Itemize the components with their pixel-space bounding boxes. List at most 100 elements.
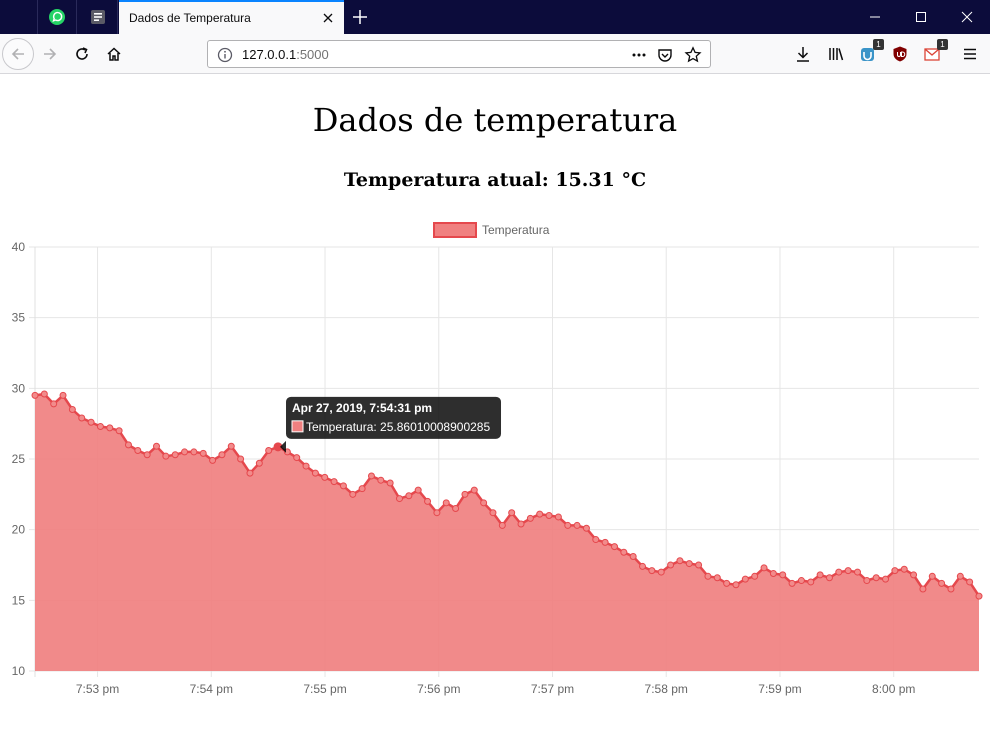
maximize-button[interactable] [898, 0, 944, 34]
download-icon [797, 47, 809, 62]
star-icon[interactable] [684, 46, 702, 64]
data-point [545, 512, 553, 520]
data-point [695, 561, 703, 569]
ublock-icon [893, 46, 907, 62]
data-point [536, 510, 544, 518]
tab-strip: Dados de Temperatura [0, 0, 990, 34]
data-point [115, 427, 123, 435]
minimize-button[interactable] [852, 0, 898, 34]
maximize-icon [916, 12, 926, 22]
y-tick-label: 15 [12, 593, 26, 607]
pocket-icon[interactable] [656, 46, 674, 64]
mail-badge: 1 [937, 39, 948, 50]
containers-badge: 1 [873, 39, 884, 50]
data-point [816, 571, 824, 579]
menu-button[interactable] [958, 42, 982, 66]
data-point [396, 495, 404, 503]
data-point [966, 578, 974, 586]
ublock-button[interactable] [888, 42, 912, 66]
forward-button[interactable] [34, 38, 66, 70]
data-point [489, 509, 497, 517]
url-bar[interactable]: 127.0.0.1:5000 [207, 40, 711, 68]
pinned-tab-app[interactable] [78, 0, 118, 34]
y-tick-label: 25 [12, 452, 26, 466]
close-icon[interactable] [320, 10, 336, 26]
mail-button[interactable]: 1 [920, 39, 948, 66]
data-point [227, 442, 235, 450]
data-point [797, 577, 805, 585]
legend-label: Temperatura [482, 223, 550, 237]
data-point [321, 473, 329, 481]
data-point [442, 499, 450, 507]
home-button[interactable] [98, 38, 130, 70]
data-point [87, 418, 95, 426]
x-tick-label: 7:55 pm [303, 682, 346, 696]
x-tick-label: 8:00 pm [872, 682, 915, 696]
data-point [143, 451, 151, 459]
temperature-chart[interactable]: 10 15 20 25 30 35 40 7:53 pm 7:54 pm 7:55 pm 7:56… [0, 215, 990, 715]
data-point [386, 479, 394, 487]
reload-button[interactable] [66, 38, 98, 70]
data-point [50, 400, 58, 408]
data-point [825, 574, 833, 582]
data-point [255, 459, 263, 467]
data-point [601, 538, 609, 546]
window-close-button[interactable] [944, 0, 990, 34]
data-point [844, 567, 852, 575]
downloads-button[interactable] [791, 42, 815, 66]
url-port: :5000 [296, 47, 329, 62]
data-point [629, 553, 637, 561]
data-point [199, 449, 207, 457]
data-point [564, 521, 572, 529]
tooltip-caret [280, 440, 287, 453]
app-icon [90, 10, 105, 24]
data-point [928, 572, 936, 580]
data-point [433, 509, 441, 517]
library-icon [829, 48, 844, 61]
data-point [424, 497, 432, 505]
data-point [181, 448, 189, 456]
data-point [414, 486, 422, 494]
y-tick-label: 10 [12, 664, 26, 678]
data-point [685, 560, 693, 568]
url-text[interactable]: 127.0.0.1:5000 [242, 47, 329, 62]
more-icon[interactable] [630, 46, 648, 64]
data-point [517, 520, 525, 528]
tab-title: Dados de Temperatura [129, 11, 251, 25]
data-point [732, 581, 740, 589]
data-point [751, 572, 759, 580]
url-host: 127.0.0.1 [242, 47, 297, 62]
data-point [339, 482, 347, 490]
data-point [769, 569, 777, 577]
data-point [620, 548, 628, 556]
data-point [330, 478, 338, 486]
data-point [610, 543, 618, 551]
data-point [405, 492, 413, 500]
pinned-tab-whatsapp[interactable] [37, 0, 77, 34]
containers-button[interactable]: 1 [856, 39, 884, 66]
reload-icon [76, 47, 88, 60]
data-point [302, 462, 310, 470]
data-point [124, 441, 132, 449]
data-point [40, 390, 48, 398]
data-point [526, 514, 534, 522]
y-tick-label: 30 [12, 381, 26, 395]
tab-active[interactable]: Dados de Temperatura [119, 0, 344, 34]
library-button[interactable] [824, 42, 848, 66]
data-point [704, 572, 712, 580]
tooltip-label: Temperatura: 25.86010008900285 [306, 420, 490, 434]
data-point [938, 579, 946, 587]
y-tick-label: 20 [12, 523, 26, 537]
info-icon[interactable] [216, 46, 234, 64]
data-point [377, 476, 385, 484]
tooltip-box [286, 396, 502, 439]
x-tick-label: 7:58 pm [645, 682, 688, 696]
plus-icon[interactable] [346, 4, 374, 30]
back-button[interactable] [2, 38, 34, 70]
data-point [96, 422, 104, 430]
data-point [554, 513, 562, 521]
data-point [573, 521, 581, 529]
data-point [311, 469, 319, 477]
x-tick-label: 7:54 pm [190, 682, 233, 696]
chart-area [34, 392, 981, 671]
